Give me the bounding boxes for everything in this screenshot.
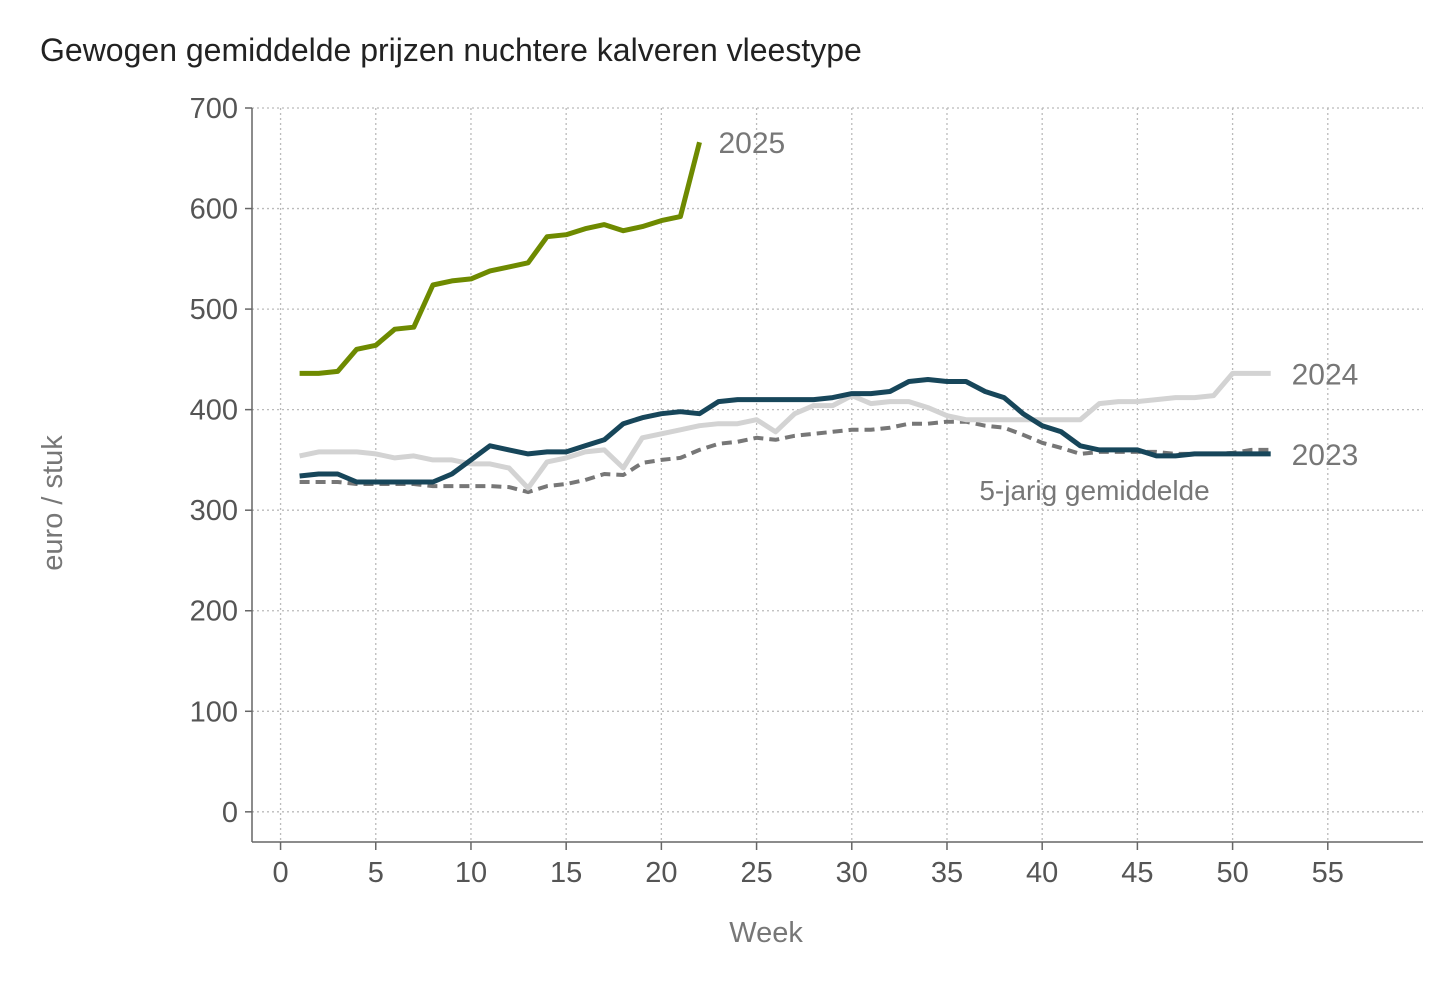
series-line-2025 xyxy=(299,141,702,376)
y-tick-label: 500 xyxy=(190,294,238,326)
x-tick-label: 35 xyxy=(931,857,963,889)
y-tick-label: 300 xyxy=(190,495,238,527)
x-tick-label: 10 xyxy=(455,857,487,889)
series-label-2025: 2025 xyxy=(718,127,785,160)
y-tick-label: 700 xyxy=(190,93,238,125)
series-label-2024: 2024 xyxy=(1292,358,1359,391)
x-tick-label: 50 xyxy=(1216,857,1248,889)
x-axis-title: Week xyxy=(729,917,803,949)
series-line-5-jarig-gemiddelde xyxy=(299,419,1271,495)
y-tick-label: 200 xyxy=(190,596,238,628)
series-line-2023 xyxy=(299,377,1271,485)
series-label-5-jarig-gemiddelde: 5-jarig gemiddelde xyxy=(979,475,1209,506)
axes xyxy=(251,108,1423,843)
y-axis-title: euro / stuk xyxy=(37,435,69,571)
grid xyxy=(252,107,1423,842)
series xyxy=(299,141,1271,495)
chart-title: Gewogen gemiddelde prijzen nuchtere kalv… xyxy=(40,32,862,68)
x-tick-label: 45 xyxy=(1121,857,1153,889)
y-tick-label: 600 xyxy=(190,194,238,226)
x-tick-label: 5 xyxy=(368,857,384,889)
series-label-2023: 2023 xyxy=(1292,439,1359,472)
x-tick-label: 30 xyxy=(836,857,868,889)
x-tick-label: 55 xyxy=(1312,857,1344,889)
y-tick-label: 0 xyxy=(222,797,238,829)
series-line-2024 xyxy=(299,370,1271,491)
y-tick-label: 100 xyxy=(190,696,238,728)
x-tick-label: 20 xyxy=(645,857,677,889)
x-tick-label: 15 xyxy=(550,857,582,889)
x-tick-label: 25 xyxy=(740,857,772,889)
x-tick-label: 0 xyxy=(272,857,288,889)
x-tick-label: 40 xyxy=(1026,857,1058,889)
y-tick-label: 400 xyxy=(190,395,238,427)
